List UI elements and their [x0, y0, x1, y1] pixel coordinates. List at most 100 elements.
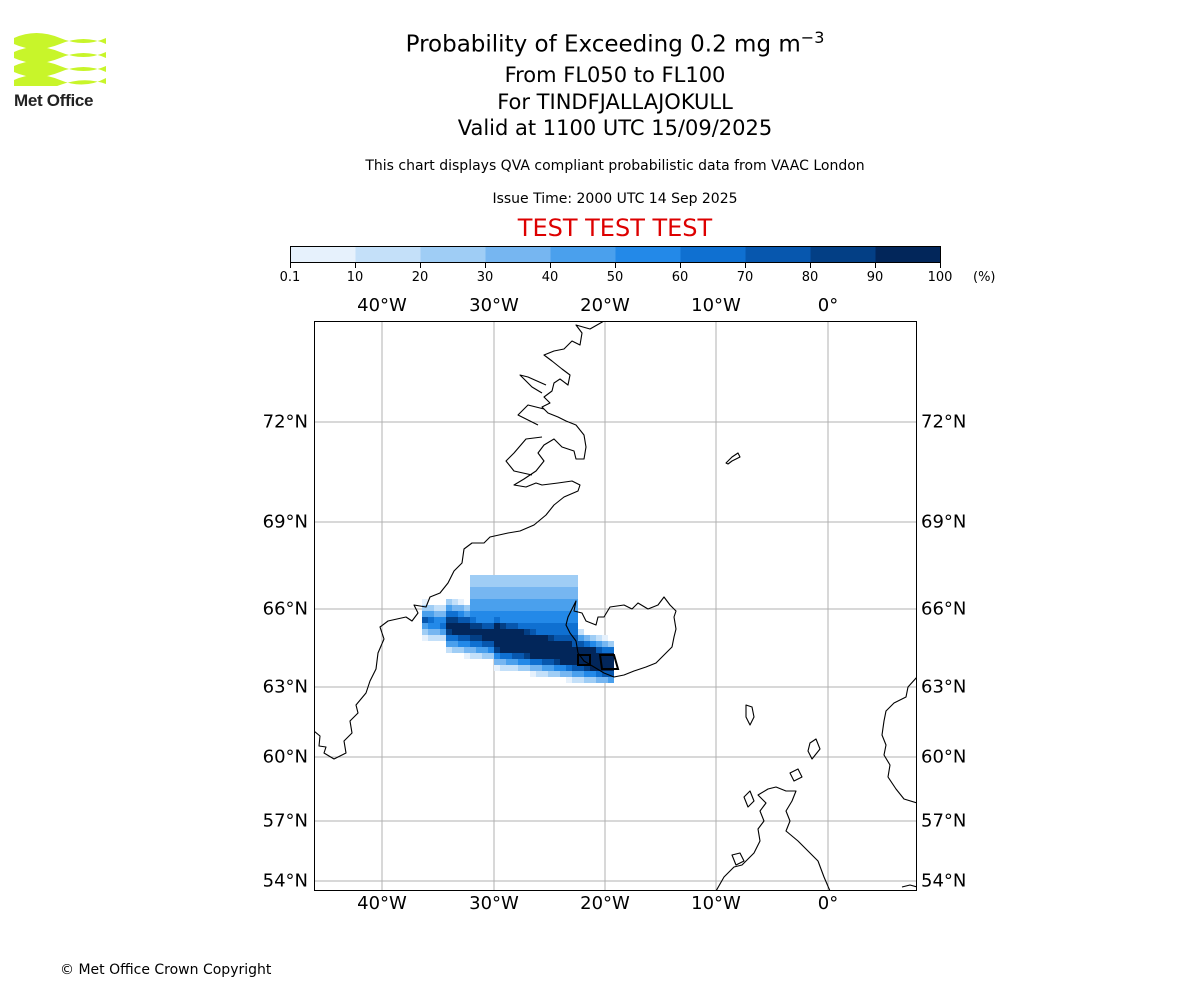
ash-cell [584, 635, 590, 641]
ash-cell [578, 641, 584, 647]
ash-cell [548, 587, 554, 593]
ash-cell [428, 623, 434, 629]
ash-cell [500, 659, 506, 665]
ash-cell [578, 635, 584, 641]
ash-cell [572, 581, 578, 587]
ash-cell [506, 659, 512, 665]
ash-cell [440, 635, 446, 641]
ash-cell [524, 629, 530, 635]
ash-cell [458, 629, 464, 635]
ash-cell [608, 677, 614, 683]
ash-cell [578, 671, 584, 677]
ash-cell [536, 629, 542, 635]
ash-cell [596, 653, 602, 659]
ash-cell [482, 587, 488, 593]
ash-cell [422, 629, 428, 635]
latitude-label-right: 66°N [921, 598, 967, 620]
ash-cell [566, 677, 572, 683]
ash-cell [476, 581, 482, 587]
ash-cell [494, 629, 500, 635]
colorbar-tick-label: 80 [801, 270, 819, 285]
ash-cell [524, 611, 530, 617]
ash-cell [428, 629, 434, 635]
ash-cell [494, 647, 500, 653]
coastlines [314, 321, 917, 891]
colorbar-tick-label: 10 [346, 270, 364, 285]
ash-cell [524, 623, 530, 629]
colorbar-segment [680, 246, 746, 263]
colorbar-tick-label: 60 [671, 270, 689, 285]
ash-cell [602, 671, 608, 677]
ash-cell [560, 635, 566, 641]
ash-cell [524, 581, 530, 587]
latitude-label-left: 54°N [262, 870, 308, 892]
ash-cell [590, 647, 596, 653]
ash-cell [512, 575, 518, 581]
ash-cell [554, 575, 560, 581]
ash-cell [422, 611, 428, 617]
ash-cell [482, 593, 488, 599]
ash-cell [494, 587, 500, 593]
ash-cell [476, 617, 482, 623]
ash-cell [596, 647, 602, 653]
ash-cell [518, 623, 524, 629]
ash-cell [494, 665, 500, 671]
ash-cell [518, 575, 524, 581]
ash-cell [458, 641, 464, 647]
ash-cell [476, 623, 482, 629]
ash-cell [524, 635, 530, 641]
ash-cell [470, 623, 476, 629]
ash-cell [518, 629, 524, 635]
latitude-label-left: 69°N [262, 511, 308, 533]
ash-cell [512, 635, 518, 641]
ash-cell [590, 677, 596, 683]
ash-cell [530, 653, 536, 659]
ash-cell [554, 605, 560, 611]
ash-cell [542, 587, 548, 593]
ash-cell [476, 641, 482, 647]
ash-cell [446, 599, 452, 605]
ash-cell [566, 599, 572, 605]
ash-cell [482, 611, 488, 617]
ash-cell [602, 641, 608, 647]
latitude-label-left: 66°N [262, 598, 308, 620]
ash-cell [512, 665, 518, 671]
ash-cell [434, 629, 440, 635]
ash-cell [440, 617, 446, 623]
ash-cell [512, 617, 518, 623]
ash-cell [560, 593, 566, 599]
longitude-label-top: 30°W [469, 295, 519, 316]
ash-cell [596, 635, 602, 641]
ash-cell [542, 629, 548, 635]
ash-cell [446, 647, 452, 653]
ash-cell [548, 599, 554, 605]
ash-cell [494, 623, 500, 629]
ash-cell [512, 641, 518, 647]
ash-cell [548, 605, 554, 611]
ash-cell [488, 623, 494, 629]
ash-cell [524, 593, 530, 599]
ash-cell [572, 665, 578, 671]
ash-cell [554, 659, 560, 665]
ash-cell [464, 635, 470, 641]
volcano-marker-icon [577, 654, 620, 670]
ash-cell [512, 611, 518, 617]
colorbar-tick-label: 0.1 [279, 270, 301, 285]
ash-cell [440, 611, 446, 617]
ash-cell [422, 617, 428, 623]
ash-cell [476, 605, 482, 611]
longitude-label-top: 10°W [691, 295, 741, 316]
ash-cell [596, 677, 602, 683]
ash-cell [542, 599, 548, 605]
ash-cell [518, 593, 524, 599]
longitude-label-top: 20°W [580, 295, 630, 316]
ash-cell [488, 653, 494, 659]
ash-cell [608, 641, 614, 647]
gridlines [314, 321, 917, 891]
ash-cell [566, 617, 572, 623]
ash-cell [560, 581, 566, 587]
ash-cell [500, 575, 506, 581]
ash-cell [464, 653, 470, 659]
ash-cell [530, 581, 536, 587]
colorbar-segment [745, 246, 811, 263]
